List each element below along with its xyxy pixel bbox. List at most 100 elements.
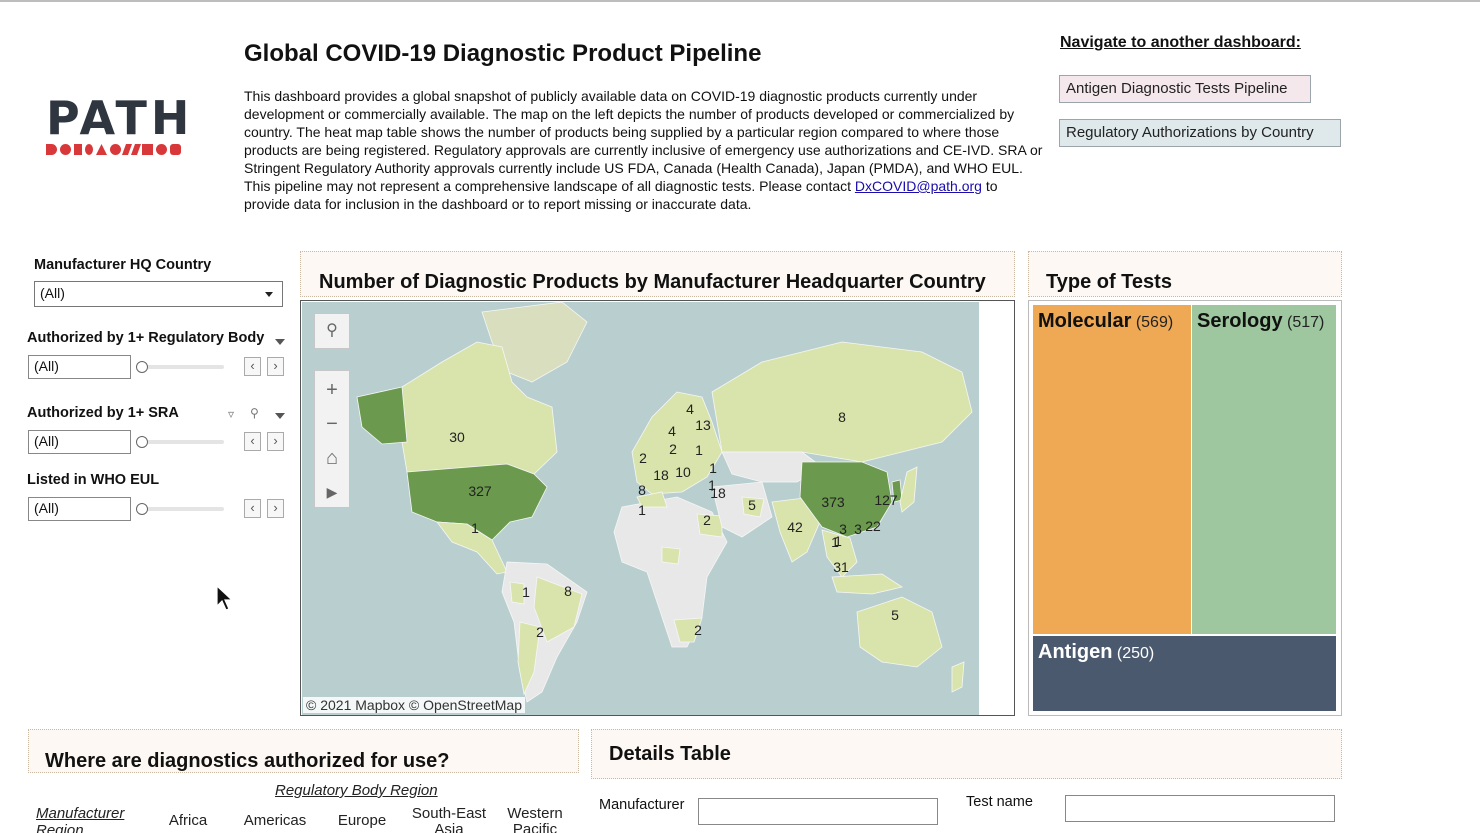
map-count-label[interactable]: 1 (471, 520, 479, 536)
map-count-label[interactable]: 3 (854, 521, 862, 537)
antigen-pipeline-button[interactable]: Antigen Diagnostic Tests Pipeline (1059, 75, 1311, 103)
map-count-label[interactable]: 1 (638, 502, 646, 518)
map-count-label[interactable]: 8 (638, 482, 646, 498)
map-count-label[interactable]: 31 (833, 559, 849, 575)
map-count-label[interactable]: 22 (865, 518, 881, 534)
map-count-label[interactable]: 4 (668, 423, 676, 439)
previous-arrow-icon[interactable]: ‹ (244, 357, 261, 376)
sra-input[interactable]: (All) (28, 430, 131, 454)
description-text-end: to provide data for inclusion in the das… (244, 178, 998, 212)
map-count-label[interactable]: 1 (695, 442, 703, 458)
column-header-europe[interactable]: Europe (337, 812, 387, 829)
who-eul-label: Listed in WHO EUL (27, 472, 160, 488)
map-count-label[interactable]: 4 (686, 401, 694, 417)
next-arrow-icon[interactable]: › (267, 499, 284, 518)
zoom-out-icon[interactable]: − (326, 413, 338, 435)
slider-handle[interactable] (136, 436, 148, 448)
hq-country-select[interactable]: (All) (34, 281, 283, 307)
zoom-in-icon[interactable]: + (326, 379, 338, 401)
world-map[interactable]: 30 327 1 1 8 2 2 8 4 4 13 2 1 2 18 10 1 1 8 1 18 5 2 373 127 42 1 3… (300, 300, 1015, 716)
map-count-label[interactable]: 8 (564, 583, 572, 599)
map-count-label[interactable]: 1 (708, 477, 716, 493)
map-count-label[interactable]: 2 (694, 622, 702, 638)
map-search-icon[interactable]: ⚲ (314, 313, 350, 349)
map-count-label[interactable]: 8 (838, 409, 846, 425)
column-header-western-pacific[interactable]: Western Pacific (507, 805, 563, 833)
hq-country-value: (All) (40, 285, 65, 301)
map-count-label[interactable]: 30 (449, 429, 465, 445)
column-header-africa[interactable]: Africa (168, 812, 208, 829)
map-count-label[interactable]: 1 (831, 534, 839, 550)
search-icon[interactable]: ⚲ (250, 406, 259, 420)
where-authorized-header-panel (28, 729, 579, 773)
map-count-label[interactable]: 3 (839, 521, 847, 537)
map-count-label[interactable]: 13 (695, 417, 711, 433)
regulatory-body-input[interactable]: (All) (28, 355, 131, 379)
column-header-americas[interactable]: Americas (243, 812, 307, 829)
next-arrow-icon[interactable]: › (267, 357, 284, 376)
description-text: This dashboard provides a global snapsho… (244, 88, 1043, 194)
map-count-label[interactable]: 18 (710, 485, 726, 501)
map-count-label[interactable]: 1 (522, 584, 530, 600)
column-header-south-east-asia[interactable]: South-East Asia (411, 805, 487, 833)
treemap-molecular[interactable]: Molecular (569) (1033, 305, 1191, 634)
play-arrow-icon[interactable]: ▶ (326, 484, 338, 500)
map-count-label[interactable]: 5 (891, 607, 899, 623)
test-name-input[interactable] (1065, 795, 1335, 822)
type-of-tests-header-panel (1028, 251, 1342, 297)
navigate-heading: Navigate to another dashboard: (1060, 34, 1301, 51)
map-count-label[interactable]: 2 (669, 441, 677, 457)
map-count-label[interactable]: 373 (821, 494, 845, 510)
dashboard-description: This dashboard provides a global snapsho… (244, 87, 1044, 213)
regulatory-body-region-header[interactable]: Regulatory Body Region (275, 782, 438, 799)
map-count-label[interactable]: 327 (468, 483, 492, 499)
manufacturer-region-header[interactable]: Manufacturer Region (36, 805, 125, 833)
map-count-label[interactable]: 10 (675, 464, 691, 480)
serology-count: (517) (1287, 314, 1325, 331)
map-count-label[interactable]: 5 (748, 497, 756, 513)
details-table-title: Details Table (609, 743, 731, 765)
previous-arrow-icon[interactable]: ‹ (244, 432, 261, 451)
map-attribution[interactable]: © 2021 Mapbox © OpenStreetMap (303, 697, 525, 713)
top-border (0, 0, 1480, 2)
hq-country-label: Manufacturer HQ Country (34, 257, 212, 273)
next-arrow-icon[interactable]: › (267, 432, 284, 451)
contact-email-link[interactable]: DxCOVID@path.org (854, 178, 982, 194)
regulatory-body-slider[interactable] (136, 361, 224, 373)
home-icon[interactable]: ⌂ (325, 447, 339, 469)
previous-arrow-icon[interactable]: ‹ (244, 499, 261, 518)
mouse-cursor-icon (216, 585, 234, 611)
slider-handle[interactable] (136, 361, 148, 373)
who-eul-slider[interactable] (136, 503, 224, 515)
manufacturer-input[interactable] (698, 798, 938, 825)
map-zoom-toolbar: + − ⌂ ▶ (314, 370, 350, 508)
map-count-label[interactable]: 2 (536, 624, 544, 640)
serology-label: Serology (1197, 310, 1283, 332)
page-title: Global COVID-19 Diagnostic Product Pipel… (244, 40, 762, 67)
map-header-panel (300, 251, 1015, 297)
map-title: Number of Diagnostic Products by Manufac… (319, 271, 986, 293)
map-count-label[interactable]: 42 (787, 519, 803, 535)
map-count-label[interactable]: 18 (653, 467, 669, 483)
who-eul-input[interactable]: (All) (28, 497, 131, 521)
where-authorized-title: Where are diagnostics authorized for use… (45, 750, 450, 772)
molecular-count: (569) (1135, 314, 1174, 331)
treemap-serology[interactable]: Serology (517) (1191, 305, 1336, 634)
logo-wordmark: PATH (46, 91, 194, 145)
map-count-label[interactable]: 1 (834, 533, 842, 549)
path-logo: PATH (46, 91, 194, 155)
molecular-label: Molecular (1038, 310, 1132, 332)
map-count-label[interactable]: 2 (639, 450, 647, 466)
map-count-label[interactable]: 2 (703, 512, 711, 528)
regulatory-authorizations-button[interactable]: Regulatory Authorizations by Country (1059, 119, 1341, 147)
slider-handle[interactable] (136, 503, 148, 515)
chevron-down-icon (265, 292, 273, 297)
map-count-label[interactable]: 127 (874, 492, 898, 508)
map-count-label[interactable]: 1 (709, 460, 717, 476)
treemap-antigen[interactable]: Antigen (250) (1033, 635, 1336, 711)
sra-slider[interactable] (136, 436, 224, 448)
chevron-down-icon[interactable] (275, 339, 285, 345)
filter-icon[interactable]: ▿ (228, 407, 235, 421)
chevron-down-icon[interactable] (275, 413, 285, 419)
